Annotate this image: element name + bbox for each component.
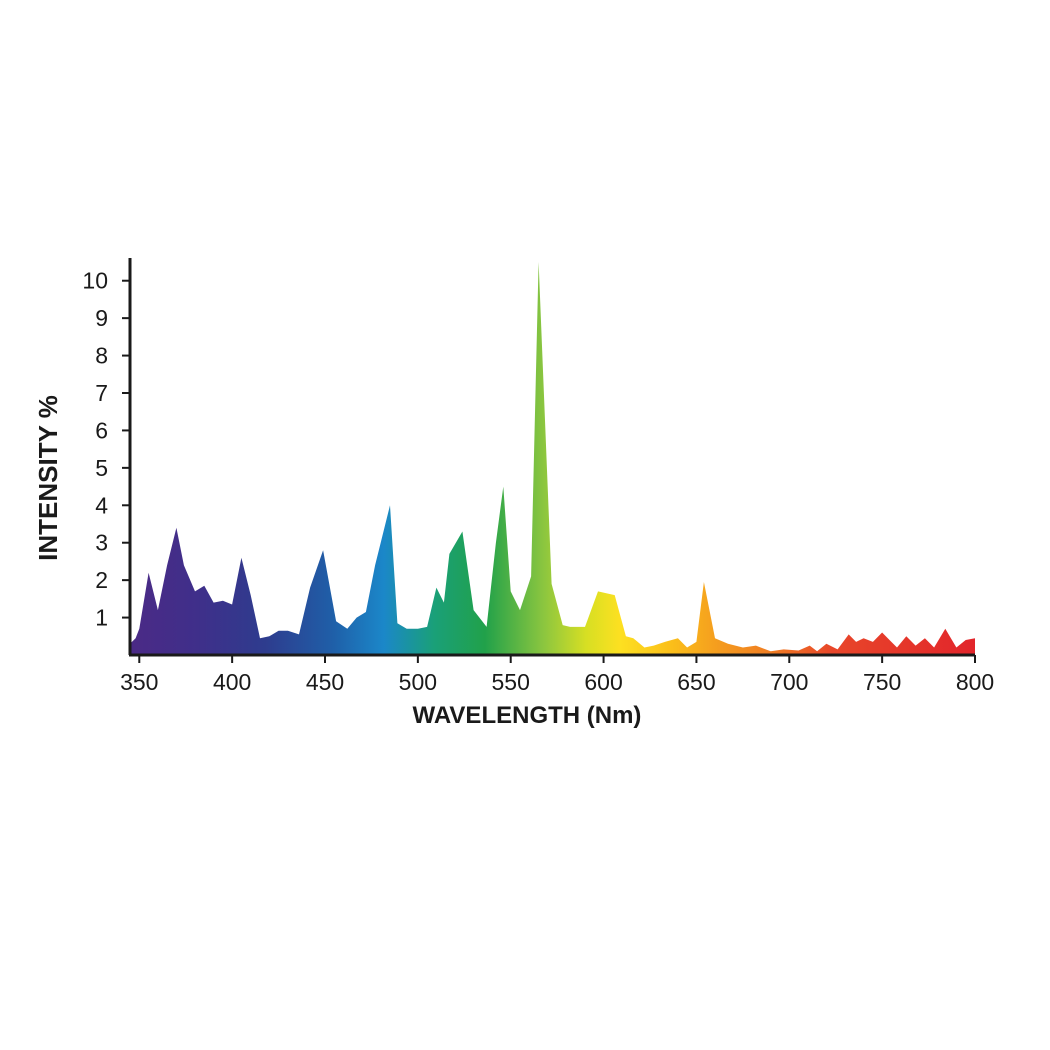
y-tick-label: 2	[95, 567, 108, 593]
spectrum-area	[130, 262, 975, 655]
x-tick-label: 750	[863, 669, 901, 695]
x-tick-label: 800	[956, 669, 994, 695]
y-tick-label: 10	[82, 268, 108, 294]
x-tick-label: 450	[306, 669, 344, 695]
y-tick-label: 3	[95, 530, 108, 556]
x-axis-title: WAVELENGTH (Nm)	[413, 702, 642, 729]
y-tick-label: 8	[95, 343, 108, 369]
y-tick-label: 6	[95, 417, 108, 443]
x-tick-label: 350	[120, 669, 158, 695]
y-tick-label: 9	[95, 305, 108, 331]
y-tick-label: 1	[95, 605, 108, 631]
y-axis-title: INTENSITY %	[33, 395, 63, 561]
x-tick-label: 500	[399, 669, 437, 695]
x-tick-label: 650	[677, 669, 715, 695]
y-tick-label: 5	[95, 455, 108, 481]
x-tick-label: 550	[492, 669, 530, 695]
x-tick-label: 600	[584, 669, 622, 695]
x-tick-label: 700	[770, 669, 808, 695]
x-tick-label: 400	[213, 669, 251, 695]
y-tick-label: 7	[95, 380, 108, 406]
y-tick-label: 4	[95, 492, 108, 518]
